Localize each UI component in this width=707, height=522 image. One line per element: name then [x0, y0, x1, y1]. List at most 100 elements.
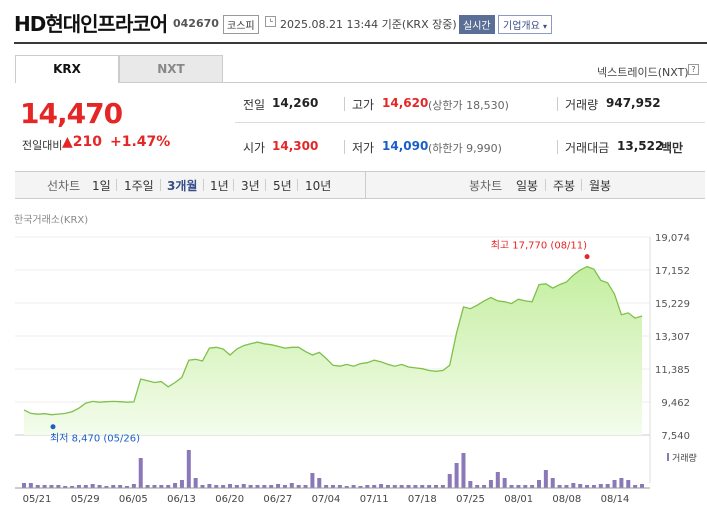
price-chart[interactable]: 19,074 17,152 15,229 13,307 11,385 9,462 7,540… [0, 225, 707, 522]
period-divider [545, 179, 546, 191]
price-change: ▲210 [62, 134, 102, 150]
period-1y[interactable]: 1년 [210, 179, 229, 193]
volume-legend-swatch [667, 453, 669, 461]
volume-bar [262, 485, 267, 488]
current-price: 14,470 [20, 97, 123, 130]
volume-bar [502, 478, 507, 488]
volume-bar [365, 485, 370, 488]
x-tick-label: 06/05 [119, 494, 148, 505]
volume-bar [125, 486, 129, 488]
volume-bar [76, 485, 81, 488]
volume-bar [557, 485, 562, 488]
y-tick-label: 17,152 [655, 266, 690, 277]
period-1d[interactable]: 1일 [92, 179, 111, 193]
period-group-divider [365, 172, 366, 198]
volume-bar [571, 483, 576, 488]
period-3y[interactable]: 3년 [241, 179, 260, 193]
volume-bar [358, 486, 363, 488]
x-tick-label: 06/13 [167, 494, 196, 505]
tab-nxt[interactable]: NXT [119, 55, 223, 83]
period-10y[interactable]: 10년 [305, 179, 332, 193]
volume-bar [440, 485, 445, 488]
volume-bar [509, 485, 514, 488]
low-value: 14,090 [382, 139, 429, 153]
volume-bar [296, 485, 301, 488]
period-divider [581, 179, 582, 191]
x-tick-label: 05/29 [71, 494, 100, 505]
volume-bar [530, 485, 535, 488]
period-divider [233, 179, 234, 191]
period-divider [160, 179, 161, 191]
realtime-button[interactable]: 실시간 [459, 15, 495, 34]
volume-bar [406, 485, 411, 488]
volume-bar [640, 484, 644, 488]
volume-bar [612, 480, 617, 488]
volume-bar [605, 484, 610, 488]
volume-bar [63, 486, 68, 488]
clock-icon [265, 16, 276, 27]
volume-bar [104, 486, 109, 488]
volume-bar [28, 483, 33, 488]
volume-bar [434, 485, 438, 488]
tab-krx[interactable]: KRX [15, 55, 119, 83]
volume-bar [495, 472, 500, 488]
column-divider [344, 140, 345, 154]
x-tick-label: 08/08 [552, 494, 581, 505]
volume-bar [152, 485, 157, 488]
volume-bar [619, 478, 624, 488]
volume-bar [234, 485, 239, 488]
chevron-down-icon: ▾ [543, 22, 548, 31]
company-overview-dropdown[interactable]: 기업개요 ▾ [498, 15, 553, 34]
volume-bar [413, 485, 418, 488]
lower-limit: (하한가 9,990) [428, 142, 502, 155]
volume-bar [83, 485, 88, 488]
volume-bar [179, 480, 184, 488]
x-tick-label: 06/20 [215, 494, 244, 505]
period-3m[interactable]: 3개월 [167, 179, 198, 193]
period-divider [297, 179, 298, 191]
trade-value: 13,522 [617, 139, 664, 153]
header-divider [14, 42, 707, 44]
volume-bar [248, 485, 253, 488]
period-bar [15, 171, 705, 199]
column-divider [557, 97, 558, 111]
stock-name: HD현대인프라코어 [14, 12, 168, 36]
period-5y[interactable]: 5년 [273, 179, 292, 193]
volume-bar [70, 486, 75, 488]
volume-bar [282, 485, 287, 488]
column-divider [344, 97, 345, 111]
volume-bar [173, 483, 178, 488]
x-tick-label: 08/01 [504, 494, 533, 505]
y-tick-label: 19,074 [655, 233, 690, 244]
max-label: 최고 17,770 (08/11) [491, 240, 587, 252]
volume-legend-label: 거래량 [672, 452, 697, 464]
candle-daily[interactable]: 일봉 [516, 179, 539, 193]
upper-limit: (상한가 18,530) [428, 99, 509, 112]
y-tick-label: 13,307 [655, 332, 690, 343]
min-label: 최저 8,470 (05/26) [50, 433, 140, 445]
volume-bar [351, 485, 356, 488]
candle-monthly[interactable]: 월봉 [589, 179, 612, 193]
volume-bar [379, 484, 384, 488]
volume-bar [97, 485, 102, 488]
volume-bar [35, 485, 40, 488]
volume-bar [159, 485, 164, 488]
volume-bar [269, 485, 274, 488]
volume-bar [537, 480, 541, 488]
high-value: 14,620 [382, 96, 429, 110]
candle-chart-label: 봉차트 [469, 179, 503, 193]
volume-bar [543, 470, 548, 488]
candle-weekly[interactable]: 주봉 [553, 179, 576, 193]
stock-code: 042670 [173, 17, 219, 30]
volume-bar [131, 484, 136, 488]
volume-bar [550, 478, 555, 488]
chart-source-label: 한국거래소(KRX) [14, 215, 89, 226]
volume-bar [454, 463, 459, 488]
volume-bar [241, 484, 246, 488]
price-change-percent: +1.47% [110, 134, 171, 150]
help-icon[interactable]: ? [688, 64, 699, 75]
change-label: 전일대비 [22, 139, 63, 152]
y-tick-label: 9,462 [661, 398, 690, 409]
volume-bar [255, 485, 260, 488]
period-1w[interactable]: 1주일 [124, 179, 154, 193]
